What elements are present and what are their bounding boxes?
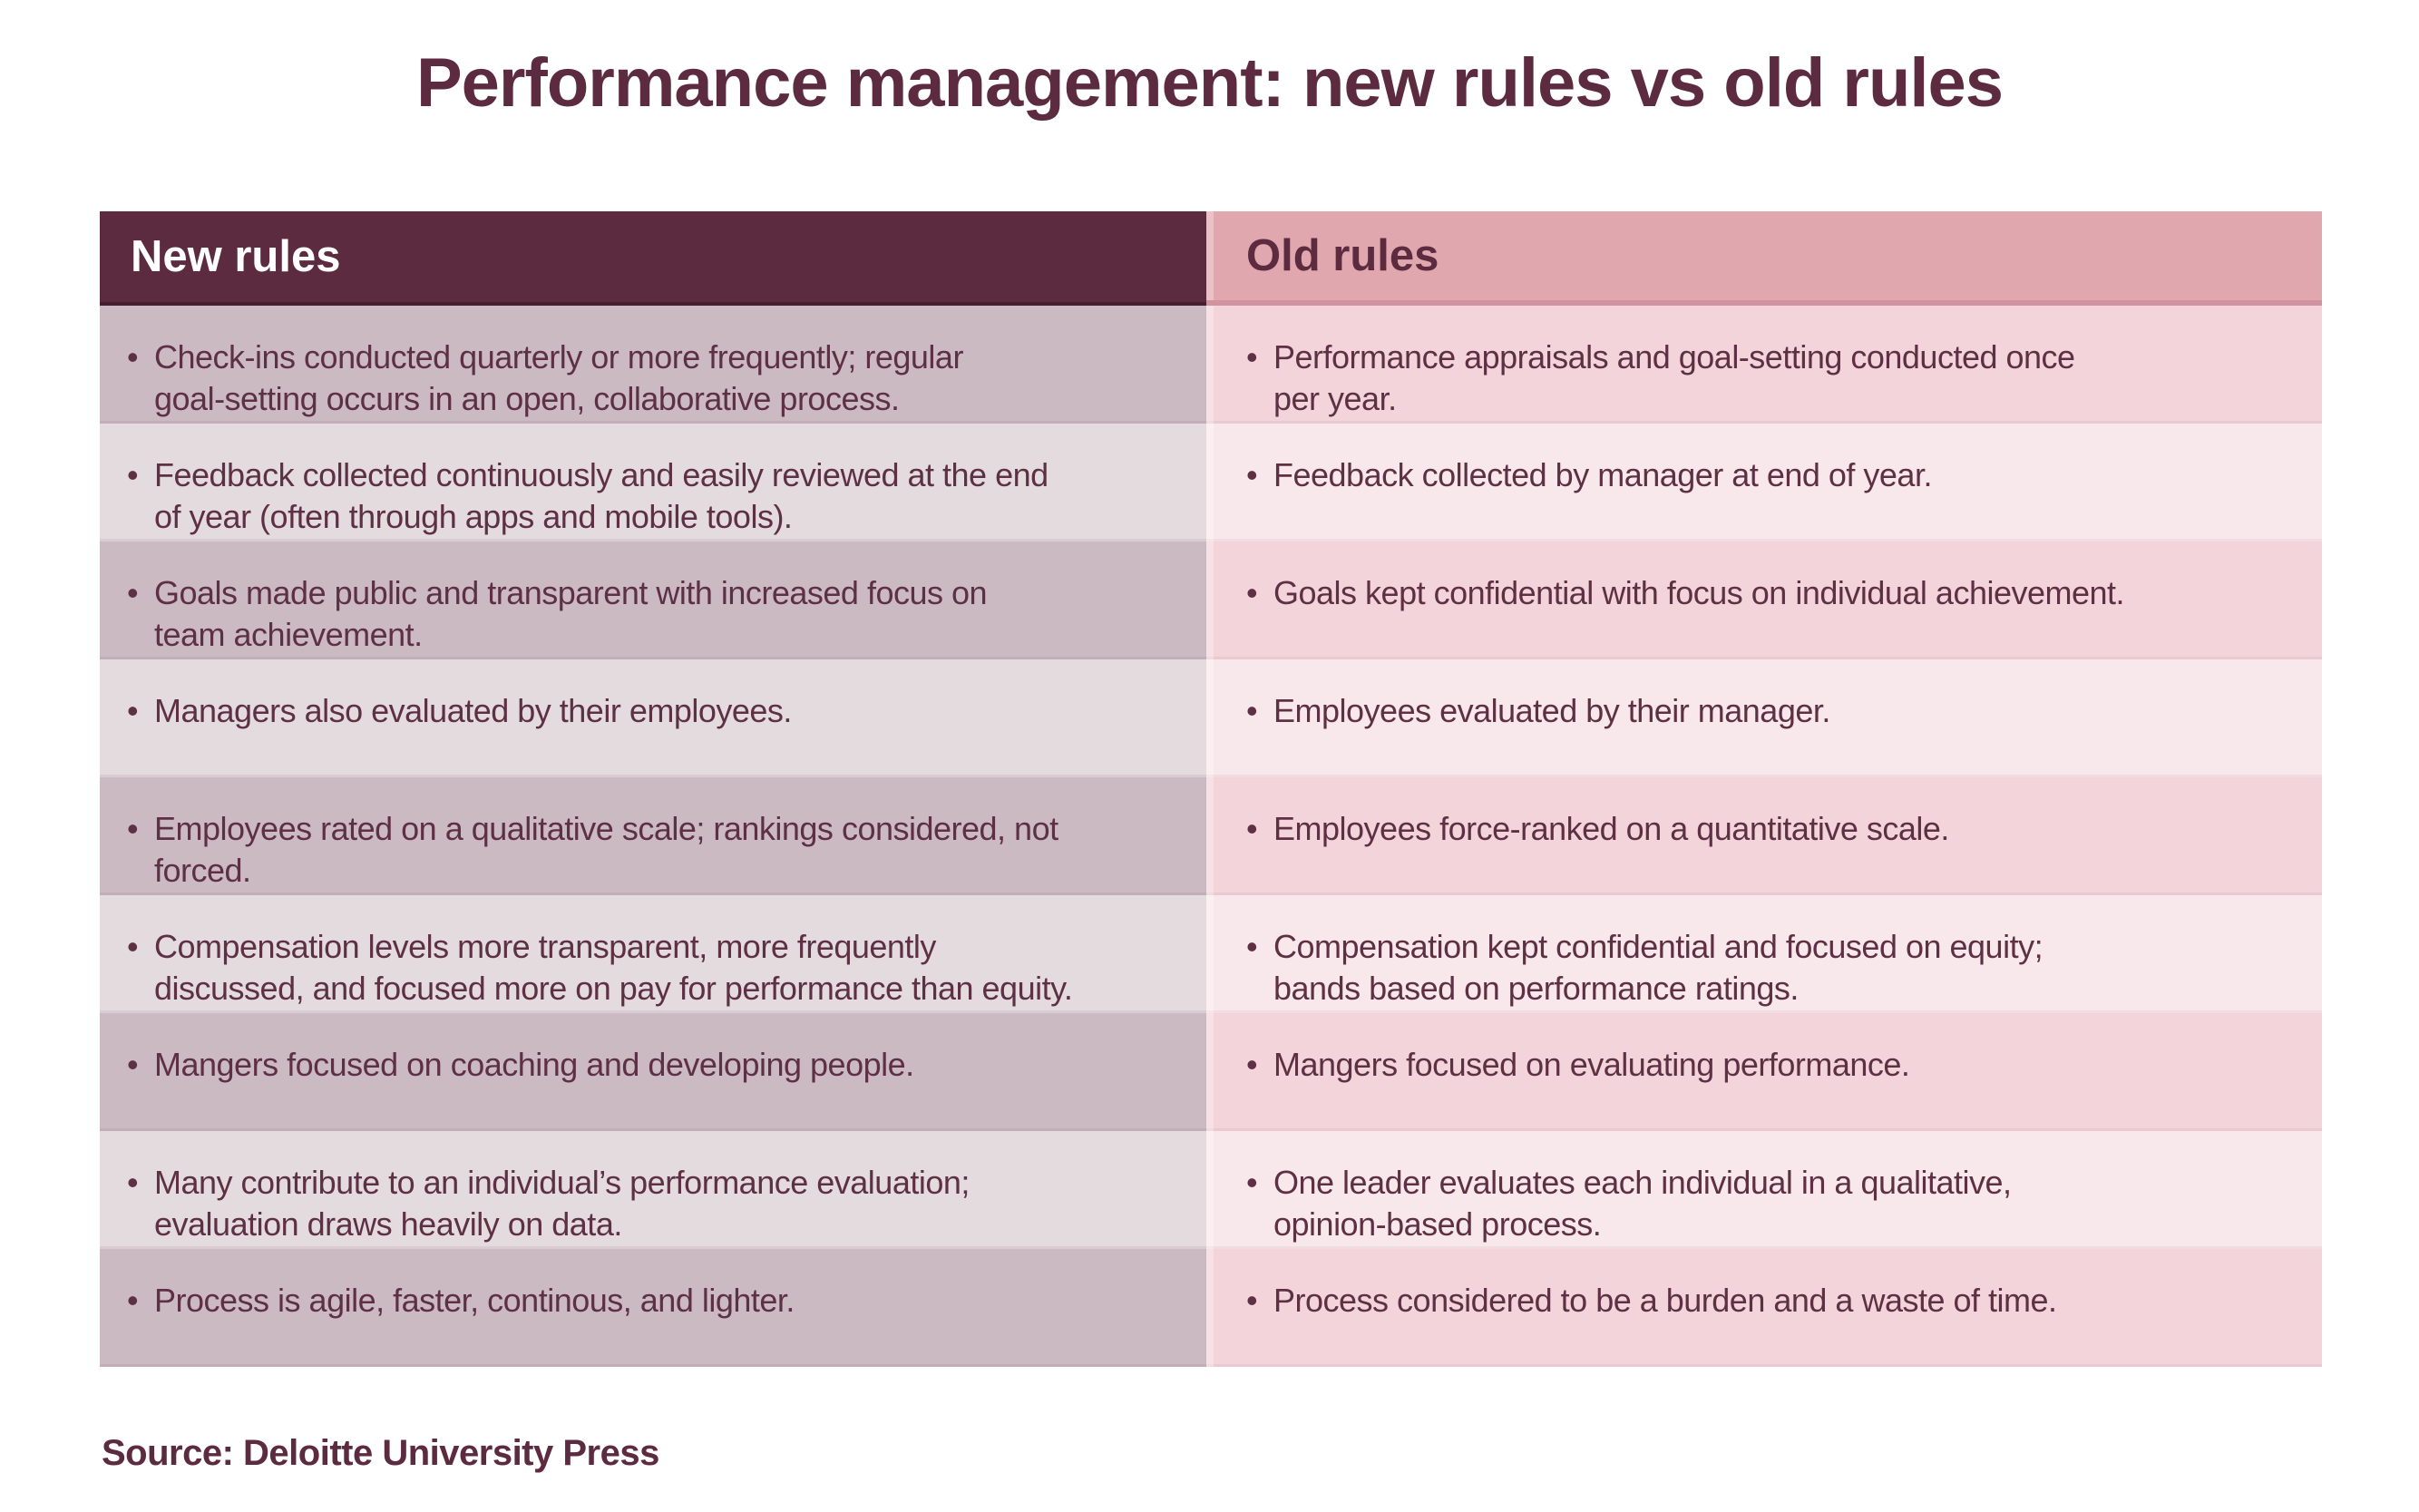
bullet-icon: • bbox=[1246, 810, 1258, 847]
cell-text: One leader evaluates each individual in … bbox=[1273, 1164, 2012, 1243]
bullet-icon: • bbox=[1246, 692, 1258, 729]
column-old-rules: Old rules • Performance appraisals and go… bbox=[1206, 211, 2322, 1367]
comparison-table: New rules • Check-ins conducted quarterly… bbox=[100, 211, 2322, 1367]
bullet-icon: • bbox=[127, 1164, 139, 1201]
source-note: Source: Deloitte University Press bbox=[102, 1433, 659, 1473]
table-cell-old-2: • Feedback collected by manager at end of… bbox=[1206, 424, 2322, 541]
bullet-icon: • bbox=[127, 574, 139, 611]
table-cell-new-7: • Mangers focused on coaching and develop… bbox=[100, 1013, 1206, 1131]
bullet-icon: • bbox=[127, 456, 139, 493]
cell-text: Performance appraisals and goal-setting … bbox=[1273, 338, 2075, 417]
table-cell-new-5: • Employees rated on a qualitative scale;… bbox=[100, 777, 1206, 895]
cell-text: Employees rated on a qualitative scale; … bbox=[154, 810, 1058, 889]
cell-text: Mangers focused on evaluating performanc… bbox=[1273, 1046, 1910, 1083]
cell-text: Managers also evaluated by their employe… bbox=[154, 692, 792, 729]
bullet-icon: • bbox=[1246, 338, 1258, 376]
cell-text: Compensation kept confidential and focus… bbox=[1273, 928, 2043, 1007]
table-cell-old-5: • Employees force-ranked on a quantitativ… bbox=[1206, 777, 2322, 895]
cell-text: Mangers focused on coaching and developi… bbox=[154, 1046, 914, 1083]
table-cell-new-3: • Goals made public and transparent with … bbox=[100, 541, 1206, 659]
table-cell-new-6: • Compensation levels more transparent, m… bbox=[100, 895, 1206, 1013]
cell-text: Compensation levels more transparent, mo… bbox=[154, 928, 1073, 1007]
bullet-icon: • bbox=[1246, 1282, 1258, 1319]
bullet-icon: • bbox=[1246, 1046, 1258, 1083]
cell-text: Feedback collected by manager at end of … bbox=[1273, 456, 1932, 493]
page-title: Performance management: new rules vs old… bbox=[415, 44, 2004, 122]
table-cell-old-3: • Goals kept confidential with focus on i… bbox=[1206, 541, 2322, 659]
cell-text: Goals made public and transparent with i… bbox=[154, 574, 988, 653]
bullet-icon: • bbox=[127, 692, 139, 729]
column-header-old-rules: Old rules bbox=[1206, 211, 2322, 306]
cell-text: Employees force-ranked on a quantitative… bbox=[1273, 810, 1949, 847]
table-cell-old-7: • Mangers focused on evaluating performan… bbox=[1206, 1013, 2322, 1131]
cell-text: Process is agile, faster, continous, and… bbox=[154, 1282, 795, 1319]
bullet-icon: • bbox=[1246, 1164, 1258, 1201]
bullet-icon: • bbox=[1246, 574, 1258, 611]
cell-text: Process considered to be a burden and a … bbox=[1273, 1282, 2057, 1319]
bullet-icon: • bbox=[127, 1046, 139, 1083]
table-cell-new-8: • Many contribute to an individual’s perf… bbox=[100, 1131, 1206, 1249]
column-new-rules: New rules • Check-ins conducted quarterly… bbox=[100, 211, 1206, 1367]
table-cell-new-1: • Check-ins conducted quarterly or more f… bbox=[100, 306, 1206, 424]
table-cell-old-4: • Employees evaluated by their manager. bbox=[1206, 659, 2322, 777]
table-cell-old-1: • Performance appraisals and goal-setting… bbox=[1206, 306, 2322, 424]
table-cell-old-6: • Compensation kept confidential and focu… bbox=[1206, 895, 2322, 1013]
table-cell-old-9: • Process considered to be a burden and a… bbox=[1206, 1249, 2322, 1367]
table-cell-new-2: • Feedback collected continuously and eas… bbox=[100, 424, 1206, 541]
table-cell-new-9: • Process is agile, faster, continous, an… bbox=[100, 1249, 1206, 1367]
cell-text: Employees evaluated by their manager. bbox=[1273, 692, 1830, 729]
cell-text: Goals kept confidential with focus on in… bbox=[1273, 574, 2125, 611]
bullet-icon: • bbox=[1246, 456, 1258, 493]
table-cell-new-4: • Managers also evaluated by their employ… bbox=[100, 659, 1206, 777]
table-cell-old-8: • One leader evaluates each individual in… bbox=[1206, 1131, 2322, 1249]
bullet-icon: • bbox=[127, 928, 139, 965]
bullet-icon: • bbox=[127, 810, 139, 847]
cell-text: Many contribute to an individual’s perfo… bbox=[154, 1164, 970, 1243]
bullet-icon: • bbox=[1246, 928, 1258, 965]
cell-text: Feedback collected continuously and easi… bbox=[154, 456, 1049, 535]
bullet-icon: • bbox=[127, 1282, 139, 1319]
bullet-icon: • bbox=[127, 338, 139, 376]
cell-text: Check-ins conducted quarterly or more fr… bbox=[154, 338, 963, 417]
column-header-new-rules: New rules bbox=[100, 211, 1206, 306]
